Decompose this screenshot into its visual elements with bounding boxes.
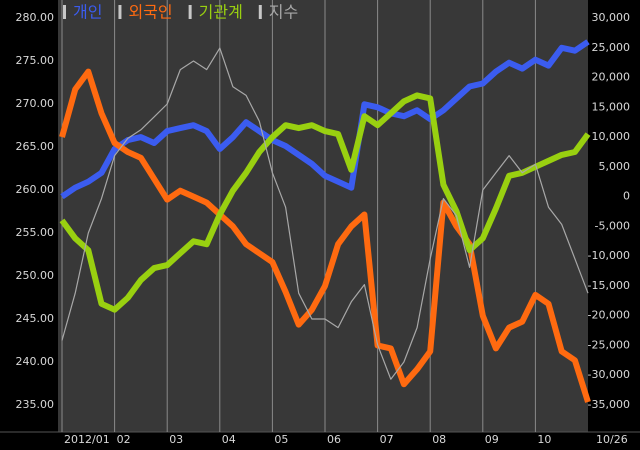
y2-tick-label: 5,000 [599,160,631,173]
y2-tick-label: 20,000 [592,71,631,84]
y2-tick-label: 0 [623,190,630,203]
legend-label: 기관계 [199,3,243,22]
x-tick-label: 07 [380,433,394,446]
x-tick-label: 04 [222,433,236,446]
x-tick-label: 2012/01 [64,433,110,446]
legend-marker [118,5,122,19]
y2-tick-label: 30,000 [592,11,631,24]
legend-marker [188,5,192,19]
x-tick-label: 10 [537,433,551,446]
x-tick-label: 05 [274,433,288,446]
y2-tick-label: -10,000 [588,249,630,262]
legend-marker [63,5,66,19]
y-tick-label: 235.00 [16,398,55,411]
series-line [59,92,591,313]
series-line [60,39,590,200]
y2-tick-label: -30,000 [588,368,630,381]
y-tick-label: 275.00 [16,54,55,67]
x-tick-label: 02 [117,433,131,446]
x-tick-label: 10/26 [596,433,628,446]
y-tick-label: 260.00 [16,183,55,196]
y2-tick-label: 25,000 [592,41,631,54]
y2-tick-label: -15,000 [588,279,630,292]
y2-tick-label: -5,000 [595,219,630,232]
y-tick-label: 270.00 [16,97,55,110]
legend-marker [258,5,262,19]
y2-tick-label: -25,000 [588,338,630,351]
y-tick-label: 280.00 [16,11,55,24]
y-tick-label: 240.00 [16,355,55,368]
legend-label: 개인 [73,3,102,22]
y-tick-label: 245.00 [16,312,55,325]
y2-tick-label: 10,000 [592,130,631,143]
series-line [61,47,589,380]
x-tick-label: 03 [169,433,183,446]
y2-tick-label: -20,000 [588,309,630,322]
x-tick-label: 06 [327,433,341,446]
y-tick-label: 250.00 [16,269,55,282]
legend-label: 지수 [269,3,298,22]
series-line [59,68,591,403]
y2-tick-label: 15,000 [592,100,631,113]
y-tick-label: 255.00 [16,226,55,239]
x-tick-label: 08 [432,433,446,446]
y-tick-label: 265.00 [16,140,55,153]
x-tick-label: 09 [485,433,499,446]
y2-tick-label: -35,000 [588,398,630,411]
legend-label: 외국인 [128,3,172,22]
